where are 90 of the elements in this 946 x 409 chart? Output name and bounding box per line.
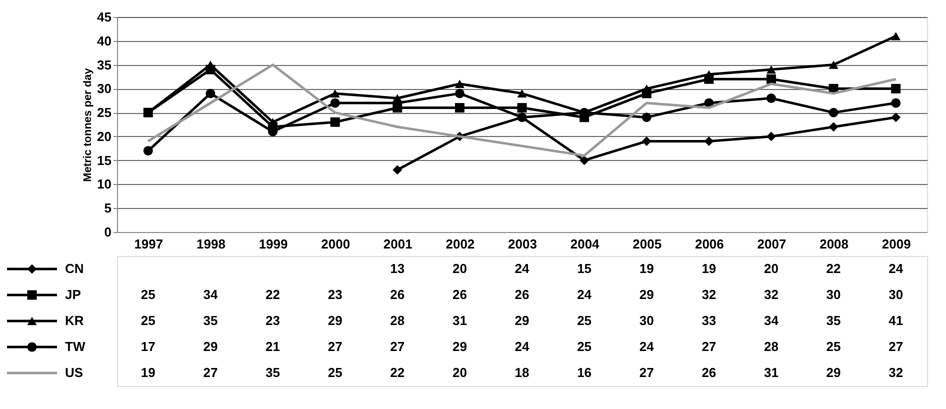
data-label: 25 bbox=[140, 313, 156, 328]
data-label: 25 bbox=[826, 339, 841, 354]
data-label: 32 bbox=[764, 287, 778, 302]
data-label: 31 bbox=[452, 313, 467, 328]
data-label: 35 bbox=[826, 313, 841, 328]
data-label: 24 bbox=[639, 339, 655, 354]
legend-label: KR bbox=[65, 313, 84, 328]
x-tick-label: 2001 bbox=[383, 236, 412, 252]
data-label: 33 bbox=[702, 313, 716, 328]
data-label: 27 bbox=[639, 365, 654, 380]
x-tick-label: 2005 bbox=[632, 236, 662, 252]
y-tick-label: 40 bbox=[97, 33, 112, 48]
data-label: 29 bbox=[452, 339, 467, 354]
x-tick-label: 2004 bbox=[570, 236, 600, 252]
x-tick-label: 2007 bbox=[757, 236, 786, 252]
data-label: 26 bbox=[514, 287, 530, 302]
data-label: 24 bbox=[577, 287, 592, 302]
data-label: 19 bbox=[702, 261, 716, 276]
data-label: 32 bbox=[702, 287, 716, 302]
data-label: 34 bbox=[203, 287, 218, 302]
data-label: 25 bbox=[328, 365, 342, 380]
data-label: 29 bbox=[328, 313, 342, 328]
data-label: 30 bbox=[826, 287, 841, 302]
y-tick-label: 20 bbox=[97, 128, 112, 144]
data-label: 27 bbox=[328, 339, 342, 354]
data-label: 25 bbox=[577, 339, 592, 354]
data-label: 19 bbox=[140, 365, 156, 380]
data-label: 18 bbox=[514, 365, 530, 380]
data-label: 31 bbox=[764, 365, 778, 380]
data-label: 24 bbox=[514, 261, 530, 276]
data-label: 34 bbox=[764, 313, 780, 328]
y-axis-title: Metric tonnes per day bbox=[82, 67, 94, 182]
data-label: 29 bbox=[203, 339, 218, 354]
y-tick-label: 25 bbox=[97, 105, 112, 120]
data-label: 23 bbox=[328, 287, 342, 302]
data-label: 28 bbox=[764, 339, 778, 354]
legend-label: TW bbox=[65, 339, 86, 354]
x-tick-label: 1999 bbox=[258, 236, 288, 252]
data-label: 29 bbox=[514, 313, 530, 328]
x-tick-label: 2000 bbox=[321, 236, 350, 252]
y-tick-label: 30 bbox=[97, 81, 112, 96]
data-label: 20 bbox=[764, 261, 778, 276]
legend-label: CN bbox=[65, 261, 84, 276]
data-label: 21 bbox=[266, 339, 280, 354]
data-label: 26 bbox=[452, 287, 467, 302]
y-tick-label: 45 bbox=[97, 10, 112, 24]
data-label: 20 bbox=[452, 261, 467, 276]
data-label: 22 bbox=[390, 365, 405, 380]
data-label: 27 bbox=[203, 365, 218, 380]
data-label: 17 bbox=[140, 339, 156, 354]
data-label: 35 bbox=[203, 313, 218, 328]
data-label: 29 bbox=[826, 365, 841, 380]
data-label: 22 bbox=[826, 261, 841, 276]
y-tick-label: 15 bbox=[97, 152, 112, 168]
data-label: 28 bbox=[390, 313, 405, 328]
legend-label: US bbox=[65, 365, 84, 380]
legend-label: JP bbox=[65, 287, 82, 302]
data-label: 27 bbox=[702, 339, 716, 354]
data-label: 13 bbox=[390, 261, 405, 276]
x-tick-label: 2009 bbox=[882, 236, 911, 252]
data-label: 25 bbox=[140, 287, 156, 302]
x-tick-label: 2008 bbox=[820, 236, 848, 252]
data-label: 35 bbox=[266, 365, 280, 380]
data-label: 20 bbox=[452, 365, 467, 380]
y-tick-label: 0 bbox=[104, 224, 112, 240]
x-tick-label: 1998 bbox=[196, 236, 226, 252]
x-tick-label: 2003 bbox=[508, 236, 537, 252]
x-tick-label: 2002 bbox=[446, 236, 475, 252]
data-label: 26 bbox=[390, 287, 405, 302]
data-label: 25 bbox=[577, 313, 592, 328]
data-label: 23 bbox=[266, 313, 280, 328]
data-label: 22 bbox=[266, 287, 280, 302]
x-tick-label: 2006 bbox=[694, 236, 724, 252]
data-label: 32 bbox=[888, 365, 904, 380]
y-tick-label: 10 bbox=[97, 176, 112, 192]
data-label: 27 bbox=[390, 339, 405, 354]
data-label: 41 bbox=[888, 313, 904, 328]
y-tick-label: 5 bbox=[104, 200, 112, 216]
data-label: 24 bbox=[514, 339, 530, 354]
y-tick-label: 35 bbox=[97, 57, 112, 72]
data-label: 19 bbox=[639, 261, 654, 276]
data-label: 16 bbox=[577, 365, 592, 380]
data-label: 24 bbox=[888, 261, 904, 276]
data-label: 26 bbox=[702, 365, 716, 380]
data-label: 29 bbox=[639, 287, 654, 302]
data-label: 15 bbox=[577, 261, 592, 276]
data-label: 30 bbox=[639, 313, 654, 328]
data-label: 30 bbox=[888, 287, 904, 302]
data-label: 27 bbox=[888, 339, 904, 354]
x-tick-label: 1997 bbox=[134, 236, 164, 252]
